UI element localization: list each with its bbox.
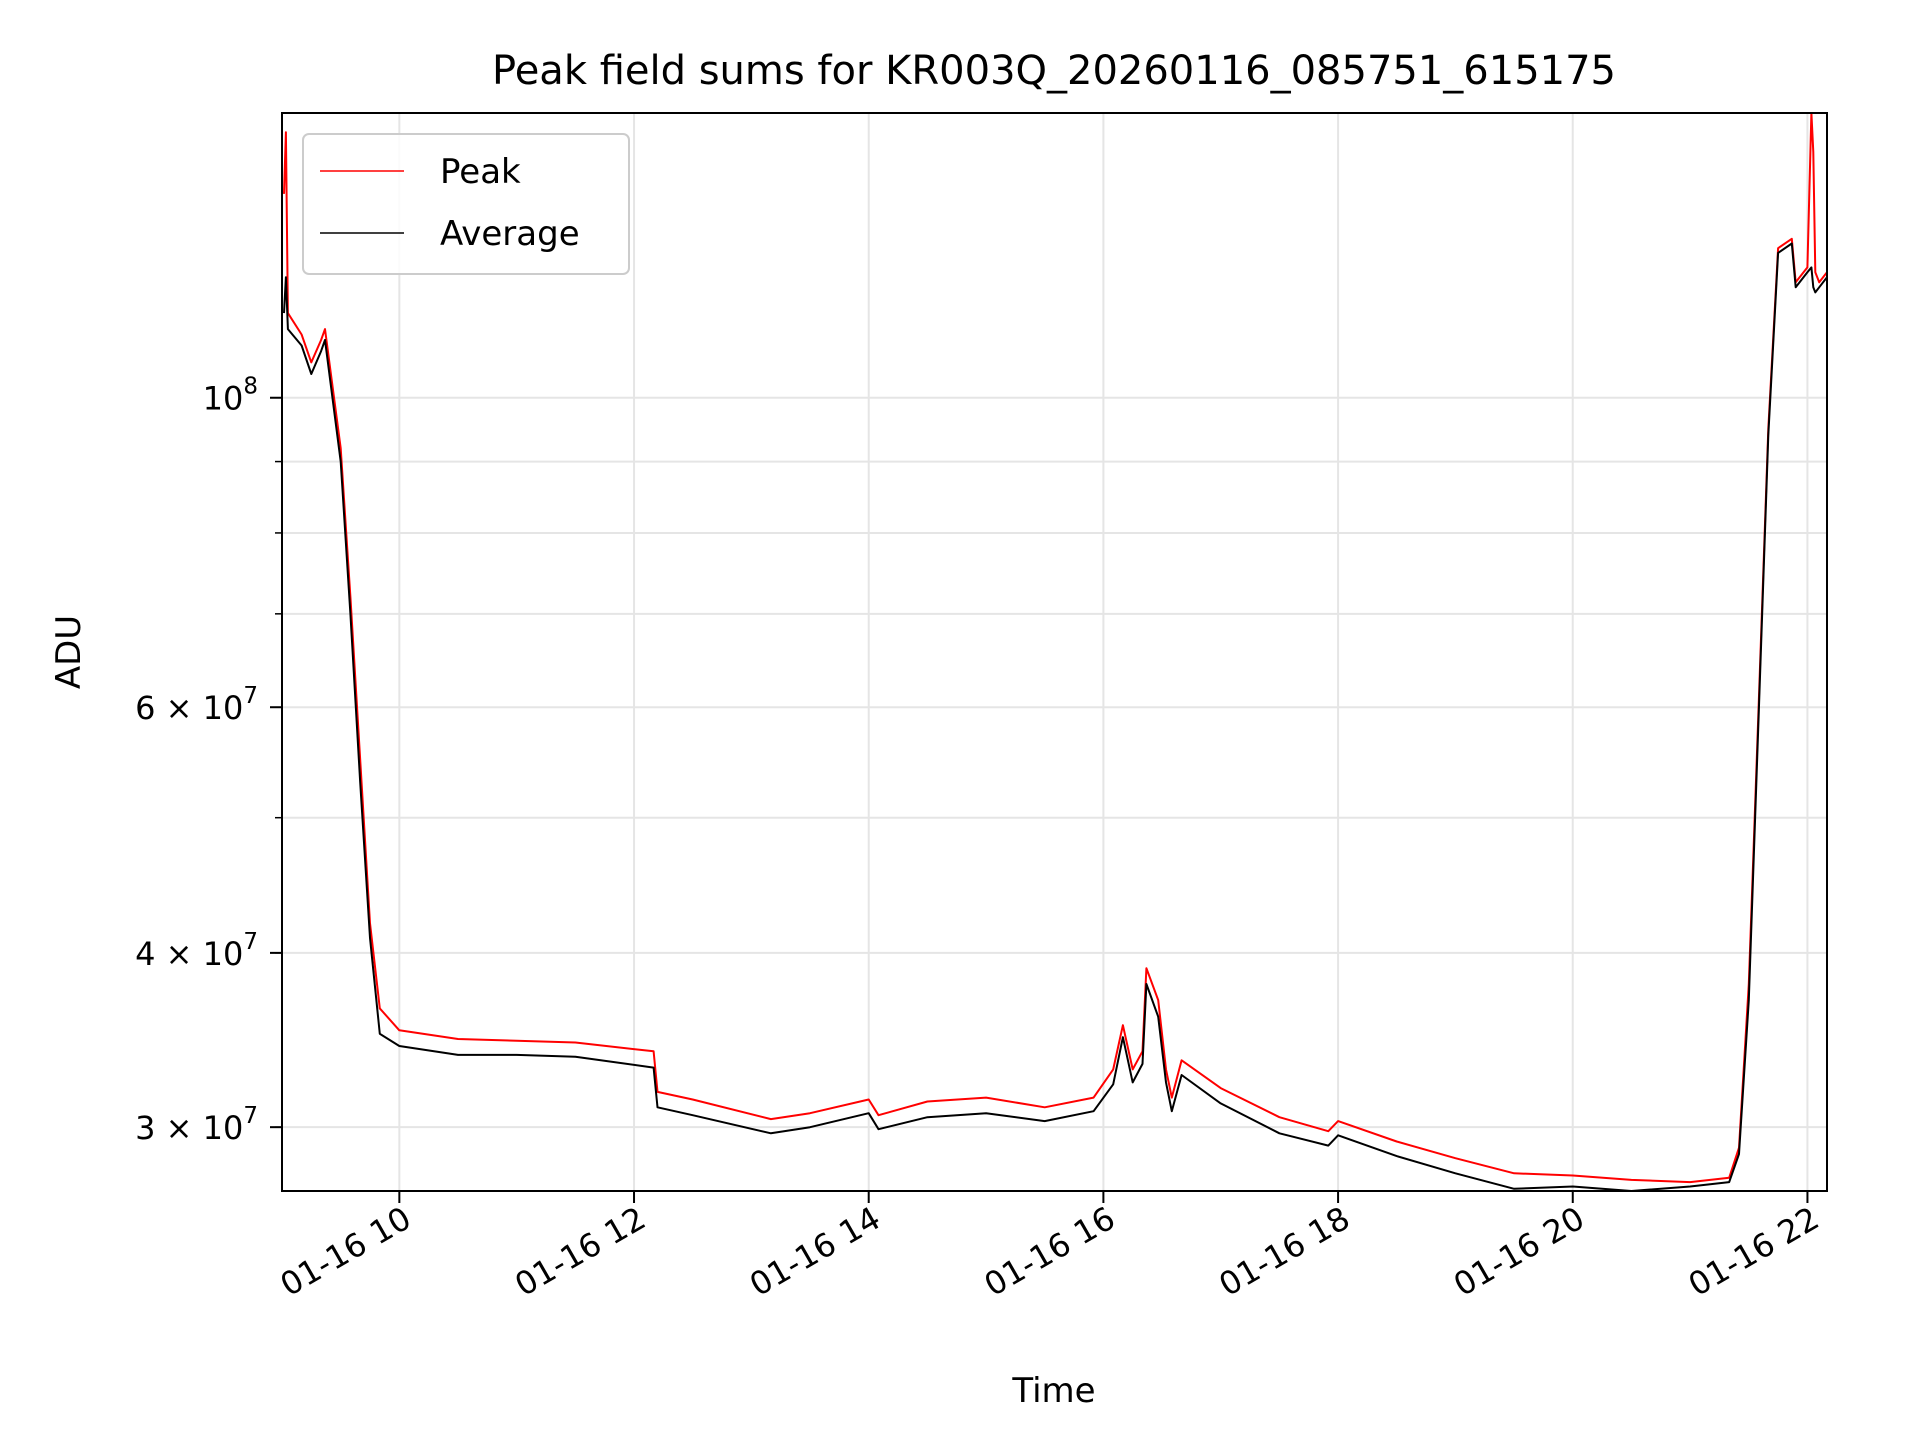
series-line-average <box>283 242 1828 1192</box>
plot-frame <box>281 112 1828 1192</box>
legend-label-peak: Peak <box>440 152 521 192</box>
grid <box>282 113 1827 1191</box>
y-tick-label-base: 10 <box>203 380 244 418</box>
y-tick-label: 4 × 107 <box>135 929 258 973</box>
y-tick-label-exponent: 7 <box>243 1103 258 1129</box>
y-tick-label-base: 4 × 10 <box>135 935 243 973</box>
legend-box <box>302 133 630 275</box>
y-tick-label: 3 × 107 <box>135 1103 258 1147</box>
y-tick-label-exponent: 7 <box>243 929 258 955</box>
y-tick-label-base: 3 × 10 <box>135 1109 243 1147</box>
y-tick-label-base: 6 × 10 <box>135 689 243 727</box>
y-tick-label-exponent: 8 <box>243 374 258 400</box>
legend-label-average: Average <box>440 214 580 254</box>
y-tick-label: 6 × 107 <box>135 683 258 727</box>
y-tick-label-exponent: 7 <box>243 683 258 709</box>
y-tick-label: 108 <box>203 374 258 418</box>
legend: Peak Average <box>302 133 630 275</box>
series-lines <box>283 112 1828 1192</box>
chart-title: Peak field sums for KR003Q_20260116_0857… <box>492 48 1616 94</box>
y-axis-label: ADU <box>49 615 89 689</box>
x-axis-label: Time <box>1011 1371 1095 1411</box>
